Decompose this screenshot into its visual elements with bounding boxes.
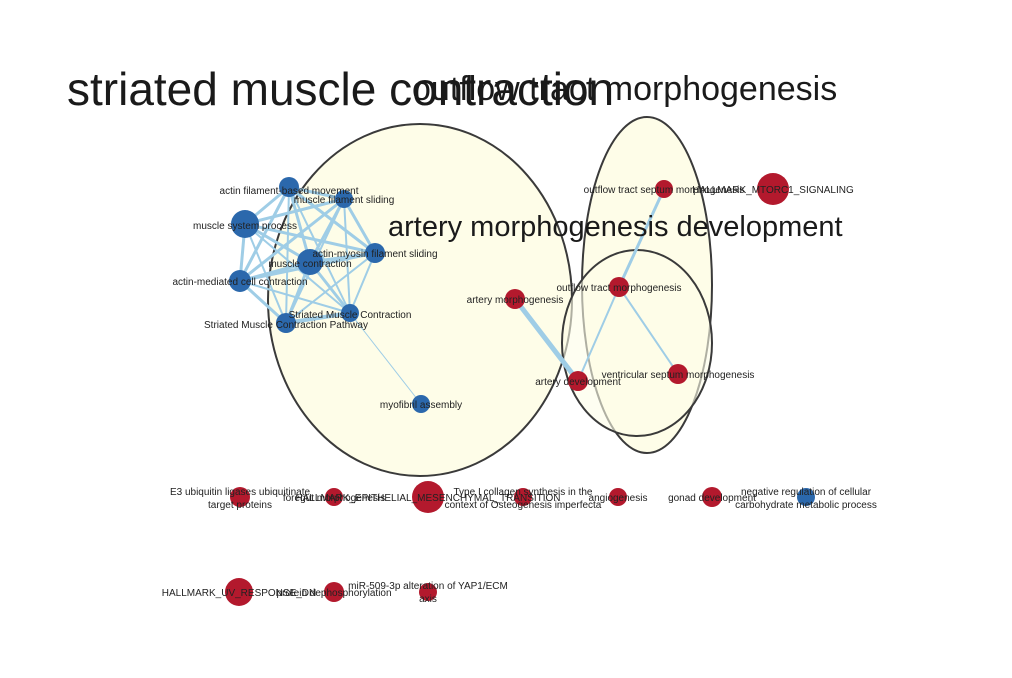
node-label: muscle system process xyxy=(193,221,297,232)
edge xyxy=(342,197,377,255)
node-label: artery development xyxy=(535,377,621,388)
node-gonad[interactable] xyxy=(702,487,722,507)
node-label: Striated Muscle Contraction Pathway xyxy=(204,320,368,331)
node-label: context of Osteogenesis imperfecta xyxy=(445,500,602,511)
cluster-title-outflow: outflow tract morphogenesis xyxy=(412,70,837,108)
node-mir-509[interactable] xyxy=(419,583,437,601)
node-striated-pathway[interactable] xyxy=(276,313,296,333)
edge xyxy=(349,312,422,405)
edge xyxy=(243,197,346,226)
node-label: E3 ubiquitin ligases ubiquitinate xyxy=(170,487,311,498)
edge xyxy=(285,186,290,324)
node-label: angiogenesis xyxy=(589,493,648,504)
node-label: artery morphogenesis xyxy=(467,295,564,306)
node-e3-ubiquitin[interactable] xyxy=(230,487,250,507)
node-label: ventricular septum morphogenesis xyxy=(602,370,755,381)
node-label: actin-mediated cell contraction xyxy=(172,277,307,288)
node-myofibril-assembly[interactable] xyxy=(412,395,430,413)
node-hallmark-uv[interactable] xyxy=(225,578,253,606)
node-neg-regulation[interactable] xyxy=(797,488,815,506)
node-ventricular-septum[interactable] xyxy=(668,364,688,384)
node-muscle-contraction[interactable] xyxy=(297,249,323,275)
node-actin-mediated-contraction[interactable] xyxy=(229,270,251,292)
node-label: foregut morphogenesis xyxy=(283,493,385,504)
edge xyxy=(618,286,679,375)
cluster-title-artery: artery morphogenesis development xyxy=(388,211,843,243)
node-artery-morphogenesis[interactable] xyxy=(505,289,525,309)
cluster-title-striated: striated muscle contraction xyxy=(67,63,614,115)
node-label: axis xyxy=(419,594,437,605)
node-label: gonad development xyxy=(668,493,756,504)
node-label: muscle contraction xyxy=(268,259,351,270)
cluster-ellipse-artery xyxy=(561,249,713,437)
node-actin-filament-movement[interactable] xyxy=(279,177,299,197)
edge xyxy=(577,286,620,382)
node-label: target proteins xyxy=(208,500,272,511)
node-muscle-system-process[interactable] xyxy=(231,210,259,238)
node-hallmark-emt[interactable] xyxy=(412,481,444,513)
node-collagen[interactable] xyxy=(514,488,532,506)
edge xyxy=(285,252,376,324)
cluster-titles: striated muscle contraction outflow trac… xyxy=(67,63,843,243)
node-muscle-filament-sliding[interactable] xyxy=(335,190,353,208)
node-hallmark-mtorc1[interactable] xyxy=(757,173,789,205)
node-label: HALLMARK_EPITHELIAL_MESENCHYMAL_TRANSITI… xyxy=(295,493,560,504)
node-label: carbohydrate metabolic process xyxy=(735,500,877,511)
node-label: myofibril assembly xyxy=(380,400,462,411)
node-label: miR-509-3p alteration of YAP1/ECM xyxy=(348,581,508,592)
node-label: HALLMARK_UV_RESPONSE_DN xyxy=(162,588,317,599)
edge xyxy=(243,222,377,255)
node-foregut[interactable] xyxy=(325,488,343,506)
node-label: actin filament-based movement xyxy=(220,186,359,197)
node-label: outflow tract morphogenesis xyxy=(556,283,681,294)
edge xyxy=(238,197,346,283)
node-label: protein dephosphorylation xyxy=(276,588,391,599)
node-artery-development[interactable] xyxy=(568,371,588,391)
node-label: Type I collagen synthesis in the xyxy=(454,487,593,498)
node-label: actin-myosin filament sliding xyxy=(312,249,437,260)
edge xyxy=(349,252,376,314)
node-label: outflow tract septum morphogenesis xyxy=(584,185,745,196)
node-label: muscle filament sliding xyxy=(294,195,395,206)
node-labels: actin filament-based movement muscle fil… xyxy=(162,185,877,605)
node-label: negative regulation of cellular xyxy=(741,487,872,498)
edge xyxy=(617,187,666,289)
node-striated-muscle-contraction[interactable] xyxy=(341,304,359,322)
node-actin-myosin-sliding[interactable] xyxy=(365,243,385,263)
node-angiogenesis[interactable] xyxy=(609,488,627,506)
nodes xyxy=(225,173,815,606)
node-dephosphorylation[interactable] xyxy=(324,582,344,602)
node-label: HALLMARK_MTORC1_SIGNALING xyxy=(692,185,854,196)
node-outflow-septum[interactable] xyxy=(655,180,673,198)
edge xyxy=(239,280,351,314)
node-outflow-tract[interactable] xyxy=(609,277,629,297)
node-label: Striated Muscle Contraction xyxy=(289,310,412,321)
edge xyxy=(512,296,581,384)
edge xyxy=(284,311,352,325)
